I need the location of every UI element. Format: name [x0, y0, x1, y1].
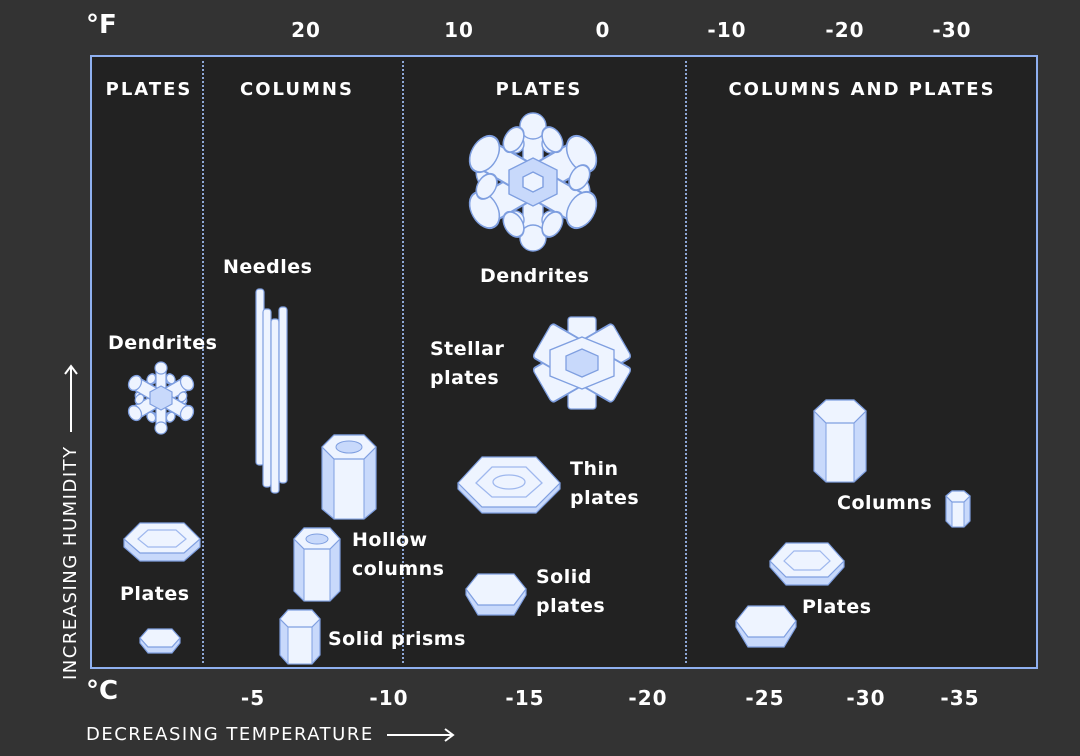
solid-plate-icon: [465, 573, 527, 616]
region-label-plates-warm: PLATES: [105, 79, 193, 100]
label-plates-warm: Plates: [120, 583, 190, 605]
y-axis-label: INCREASING HUMIDITY: [60, 362, 81, 680]
label-solid-plates: Solid plates: [536, 566, 606, 617]
celsius-tick: -35: [940, 686, 980, 710]
label-plates-cold: Plates: [802, 596, 872, 618]
fahrenheit-tick: 20: [291, 18, 321, 42]
arrow-right-icon: [386, 728, 455, 742]
arrow-up-icon: [64, 364, 78, 433]
celsius-tick: -5: [240, 686, 266, 710]
region-divider: [202, 61, 204, 663]
region-divider: [402, 61, 404, 663]
habit-diagram-panel: PLATES COLUMNS PLATES COLUMNS AND PLATES…: [90, 55, 1038, 669]
label-thin-plates: Thin plates: [570, 458, 640, 509]
needle-crystals-icon: [255, 288, 288, 494]
plate-cold-icon: [769, 542, 845, 586]
hexagonal-plate-icon: [123, 522, 201, 562]
label-hollow-columns: Hollow columns: [352, 529, 445, 580]
fahrenheit-tick: -20: [825, 18, 865, 42]
label-stellar-plates: Stellar plates: [430, 338, 505, 389]
dendrite-crystal-large-icon: [468, 112, 598, 252]
thin-plate-icon: [457, 456, 561, 514]
hollow-column-tall-icon: [321, 434, 377, 520]
celsius-tick: -30: [846, 686, 886, 710]
region-label-columns: COLUMNS: [240, 79, 354, 100]
fahrenheit-tick: -30: [932, 18, 972, 42]
y-axis-label-text: INCREASING HUMIDITY: [60, 445, 81, 680]
celsius-tick: -10: [369, 686, 409, 710]
fahrenheit-unit: °F: [86, 10, 117, 40]
region-divider: [685, 61, 687, 663]
region-label-columns-and-plates: COLUMNS AND PLATES: [728, 79, 996, 100]
celsius-tick: -25: [745, 686, 785, 710]
label-columns: Columns: [837, 492, 933, 514]
fahrenheit-tick: -10: [707, 18, 747, 42]
hollow-column-icon: [293, 527, 341, 602]
column-small-icon: [945, 490, 971, 528]
celsius-tick: -20: [628, 686, 668, 710]
small-plate-icon: [139, 628, 181, 654]
fahrenheit-tick: 10: [444, 18, 474, 42]
dendrite-crystal-small-icon: [127, 361, 195, 435]
region-label-plates-mid: PLATES: [495, 79, 583, 100]
celsius-unit: °C: [86, 676, 119, 706]
x-axis-label-text: DECREASING TEMPERATURE: [86, 724, 374, 745]
x-axis-label: DECREASING TEMPERATURE: [86, 724, 457, 745]
fahrenheit-tick: 0: [595, 18, 611, 42]
label-dendrites-cold: Dendrites: [480, 265, 590, 287]
stellar-plate-icon: [532, 316, 632, 410]
label-needles: Needles: [223, 256, 313, 278]
celsius-tick: -15: [505, 686, 545, 710]
solid-plate-cold-icon: [735, 605, 797, 648]
label-dendrites-warm: Dendrites: [108, 332, 218, 354]
column-large-icon: [813, 399, 867, 483]
solid-prism-icon: [279, 609, 321, 665]
label-solid-prisms: Solid prisms: [328, 628, 466, 650]
